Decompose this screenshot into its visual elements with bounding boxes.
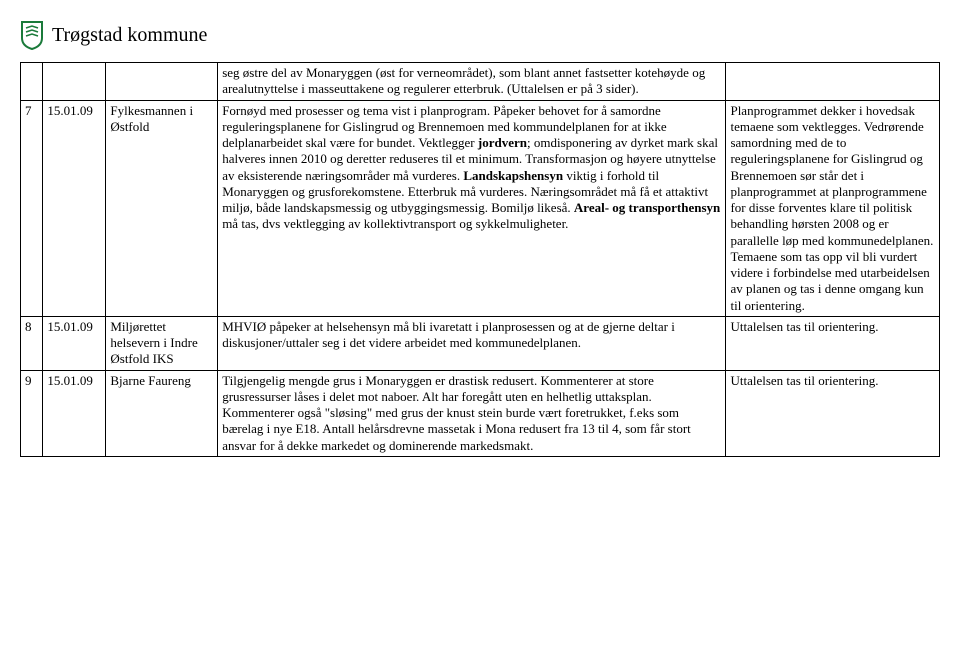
row-number: 7	[21, 100, 43, 316]
row-remark: Planprogrammet dekker i hovedsak temaene…	[726, 100, 940, 316]
table-row: 815.01.09Miljørettet helsevern i Indre Ø…	[21, 316, 940, 370]
row-number	[21, 63, 43, 101]
table-row: 915.01.09Bjarne FaurengTilgjengelig meng…	[21, 370, 940, 456]
table-row: 715.01.09Fylkesmannen i ØstfoldFornøyd m…	[21, 100, 940, 316]
row-author: Miljørettet helsevern i Indre Østfold IK…	[106, 316, 218, 370]
row-author	[106, 63, 218, 101]
row-body: MHVIØ påpeker at helsehensyn må bli ivar…	[218, 316, 726, 370]
row-body: Fornøyd med prosesser og tema vist i pla…	[218, 100, 726, 316]
row-remark: Uttalelsen tas til orientering.	[726, 370, 940, 456]
row-remark: Uttalelsen tas til orientering.	[726, 316, 940, 370]
table-row: seg østre del av Monaryggen (øst for ver…	[21, 63, 940, 101]
row-author: Bjarne Faureng	[106, 370, 218, 456]
row-date: 15.01.09	[43, 370, 106, 456]
row-body: Tilgjengelig mengde grus i Monaryggen er…	[218, 370, 726, 456]
comments-table: seg østre del av Monaryggen (øst for ver…	[20, 62, 940, 457]
shield-icon	[20, 20, 44, 50]
row-date: 15.01.09	[43, 316, 106, 370]
page-header: Trøgstad kommune	[20, 20, 940, 50]
row-author: Fylkesmannen i Østfold	[106, 100, 218, 316]
row-remark	[726, 63, 940, 101]
row-date: 15.01.09	[43, 100, 106, 316]
row-body: seg østre del av Monaryggen (øst for ver…	[218, 63, 726, 101]
page-title: Trøgstad kommune	[52, 24, 207, 47]
row-number: 8	[21, 316, 43, 370]
row-date	[43, 63, 106, 101]
row-number: 9	[21, 370, 43, 456]
